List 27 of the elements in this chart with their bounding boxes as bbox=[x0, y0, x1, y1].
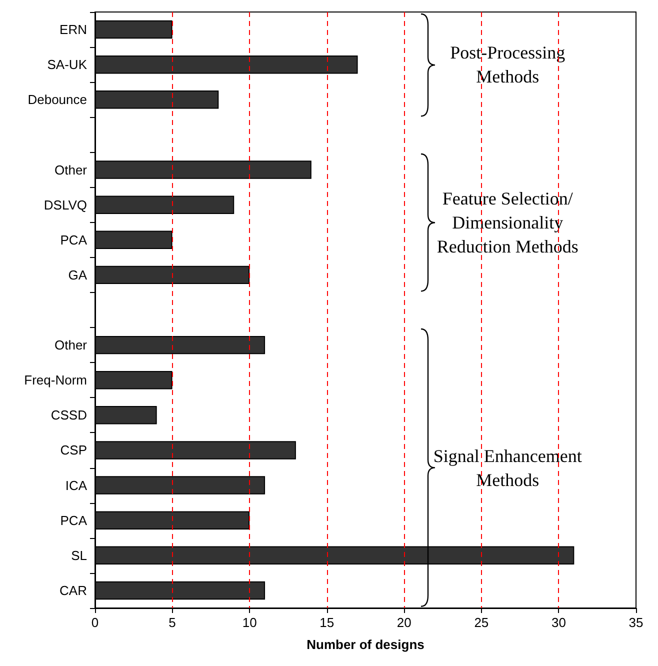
y-tick-label: Freq-Norm bbox=[24, 372, 87, 388]
y-tick-label: Other bbox=[54, 162, 88, 178]
x-tick-label: 15 bbox=[320, 615, 334, 630]
annotation: Feature Selection/ Dimensionality Reduction Methods bbox=[436, 188, 578, 256]
x-tick-label: 10 bbox=[242, 615, 257, 630]
y-tick-label: CSP bbox=[60, 442, 87, 458]
y-tick-label: GA bbox=[68, 267, 88, 282]
x-tick-label: 35 bbox=[628, 615, 644, 630]
y-tick-label: DSLVQ bbox=[44, 197, 87, 212]
annotation: Post-Processing Methods bbox=[450, 42, 566, 87]
y-tick-label: SL bbox=[71, 548, 87, 563]
y-tick-label: ICA bbox=[65, 478, 88, 493]
annotation: Signal Enhancement Methods bbox=[433, 446, 582, 490]
y-tick-label: PCA bbox=[60, 232, 88, 248]
y-tick-label: Debounce bbox=[28, 92, 87, 108]
x-tick-label: 30 bbox=[551, 615, 566, 630]
x-tick-label: 5 bbox=[168, 615, 176, 630]
y-tick-label: CAR bbox=[60, 582, 87, 598]
x-tick-label: 20 bbox=[396, 615, 412, 630]
y-tick-label: ERN bbox=[60, 22, 87, 38]
x-tick-label: 0 bbox=[91, 615, 99, 630]
x-tick-label: 25 bbox=[474, 615, 489, 630]
y-tick-label: SA-UK bbox=[47, 57, 88, 72]
y-tick-label: Other bbox=[54, 338, 88, 353]
x-axis-title: Number of designs bbox=[306, 637, 424, 652]
y-tick-label: CSSD bbox=[50, 408, 87, 423]
y-tick-label: PCA bbox=[60, 512, 88, 528]
